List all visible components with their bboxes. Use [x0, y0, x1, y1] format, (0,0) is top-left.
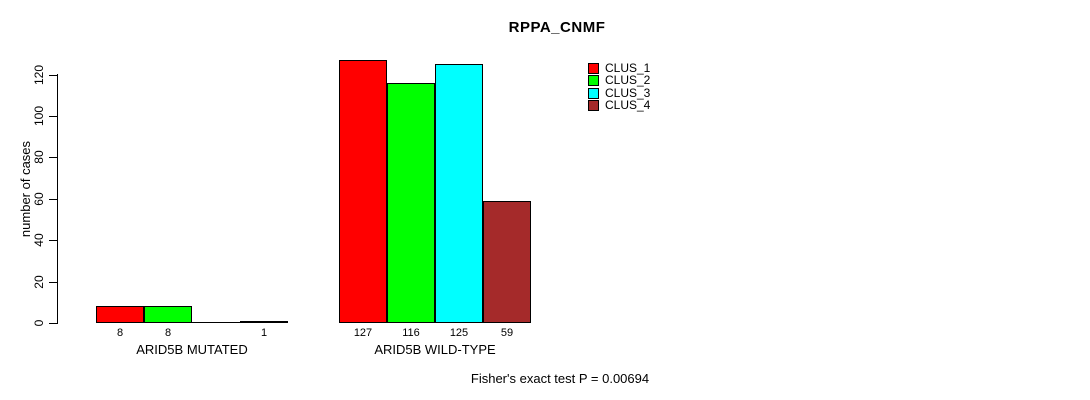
- bar-clus_3-zero: [192, 322, 240, 323]
- bar-clus_3: [435, 64, 483, 323]
- bar-clus_1: [96, 306, 144, 323]
- bar-value-label: 59: [500, 327, 514, 339]
- legend-item-clus_3: CLUS_3: [588, 87, 650, 99]
- y-tick-mark: [49, 75, 57, 76]
- y-tick-mark: [49, 240, 57, 241]
- bar-clus_4: [240, 321, 288, 323]
- y-tick-mark: [49, 282, 57, 283]
- legend-swatch-icon: [588, 99, 599, 111]
- legend-label: CLUS_3: [605, 86, 651, 100]
- legend-label: CLUS_4: [605, 98, 651, 112]
- legend-item-clus_1: CLUS_1: [588, 62, 650, 74]
- y-tick-label: 60: [32, 192, 46, 206]
- legend-label: CLUS_1: [605, 61, 651, 75]
- legend-swatch-icon: [588, 74, 599, 86]
- bar-clus_4: [483, 201, 531, 323]
- y-tick-label: 80: [32, 150, 46, 164]
- y-tick-mark: [49, 116, 57, 117]
- bar-clus_1: [339, 60, 387, 323]
- y-tick-label: 120: [32, 64, 46, 86]
- y-tick-mark: [49, 323, 57, 324]
- y-axis-line: [57, 74, 58, 324]
- legend-label: CLUS_2: [605, 73, 651, 87]
- bar-clus_2: [387, 83, 435, 323]
- bar-value-label: 8: [164, 327, 172, 339]
- bar-clus_2: [144, 306, 192, 323]
- legend-swatch-icon: [588, 62, 599, 74]
- bar-value-label: 8: [116, 327, 124, 339]
- y-tick-label: 20: [32, 275, 46, 289]
- y-tick-label: 40: [32, 233, 46, 247]
- bar-value-label: 1: [260, 327, 268, 339]
- y-tick-mark: [49, 199, 57, 200]
- group-label: ARID5B WILD-TYPE: [374, 342, 496, 357]
- bar-value-label: 127: [353, 327, 373, 339]
- y-tick-label: 100: [32, 105, 46, 127]
- chart-title: RPPA_CNMF: [508, 19, 606, 36]
- legend-item-clus_2: CLUS_2: [588, 74, 650, 86]
- legend-item-clus_4: CLUS_4: [588, 99, 650, 111]
- bar-value-label: 116: [402, 327, 420, 339]
- y-tick-label: 0: [32, 319, 46, 327]
- y-axis-label: number of cases: [18, 140, 33, 238]
- group-label: ARID5B MUTATED: [136, 342, 248, 357]
- annotation-text: Fisher's exact test P = 0.00694: [470, 371, 650, 386]
- legend-swatch-icon: [588, 87, 599, 99]
- y-tick-mark: [49, 157, 57, 158]
- bar-value-label: 125: [449, 327, 469, 339]
